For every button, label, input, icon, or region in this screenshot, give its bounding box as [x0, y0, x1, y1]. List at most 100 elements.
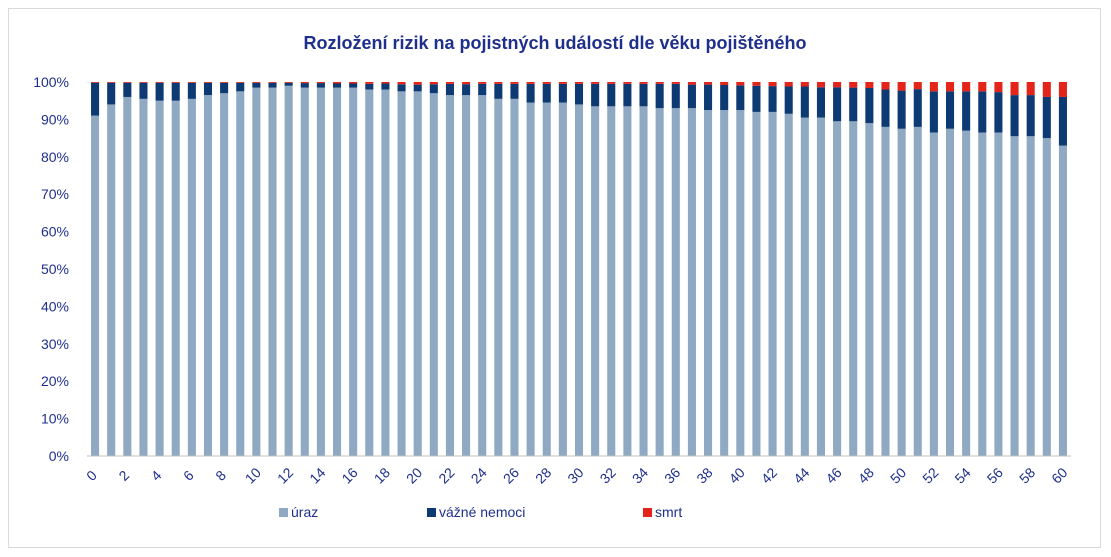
bar-segment-smrt: [510, 82, 519, 84]
legend-swatch: [643, 508, 652, 517]
bar-segment-smrt: [268, 82, 277, 83]
bar-segment-vážné-nemoci: [139, 82, 148, 99]
bar-segment-vážné-nemoci: [478, 83, 487, 96]
bar-segment-smrt: [494, 82, 503, 84]
y-tick-label: 90%: [41, 111, 69, 127]
bar-segment-smrt: [107, 82, 116, 83]
bar-segment-smrt: [187, 82, 196, 83]
bar-segment-úraz: [897, 128, 906, 456]
bar-segment-vážné-nemoci: [849, 87, 858, 122]
bar-segment-vážné-nemoci: [300, 83, 309, 88]
bar-segment-úraz: [736, 110, 745, 457]
bar-segment-úraz: [607, 106, 616, 456]
y-tick-label: 80%: [41, 149, 69, 165]
bar-segment-vážné-nemoci: [397, 84, 406, 92]
bar-segment-vážné-nemoci: [429, 84, 438, 94]
bar-segment-vážné-nemoci: [349, 83, 358, 88]
bar-segment-smrt: [139, 82, 148, 83]
x-tick-label: 24: [468, 464, 490, 486]
bar-segment-úraz: [462, 95, 471, 456]
bar-segment-smrt: [655, 82, 664, 84]
x-tick-label: 20: [403, 464, 425, 486]
bar-segment-vážné-nemoci: [800, 86, 809, 118]
bar-segment-smrt: [1058, 82, 1067, 97]
bar-segment-smrt: [220, 82, 229, 83]
x-tick-label: 6: [180, 467, 197, 484]
bar-segment-smrt: [252, 82, 261, 83]
bar-segment-vážné-nemoci: [704, 84, 713, 111]
bar-segment-úraz: [978, 132, 987, 456]
bar-segment-úraz: [139, 98, 148, 456]
bar-segment-smrt: [397, 82, 406, 85]
bar-segment-vážné-nemoci: [623, 83, 632, 107]
bar-segment-smrt: [833, 82, 842, 88]
bar-segment-úraz: [1026, 136, 1035, 456]
bar-segment-smrt: [881, 82, 890, 90]
bar-segment-vážné-nemoci: [687, 84, 696, 109]
x-tick-label: 4: [148, 467, 165, 484]
bar-segment-úraz: [413, 91, 422, 456]
bar-segment-vážné-nemoci: [494, 83, 503, 99]
bar-segment-smrt: [1042, 82, 1051, 97]
x-tick-label: 34: [629, 464, 651, 486]
bar-segment-vážné-nemoci: [768, 86, 777, 112]
bar-segment-smrt: [574, 82, 584, 84]
y-tick-label: 0%: [49, 448, 69, 464]
bar-segment-úraz: [155, 100, 164, 456]
bar-segment-vážné-nemoci: [720, 84, 729, 111]
bar-segment-vážné-nemoci: [833, 87, 842, 122]
bar-segment-vážné-nemoci: [574, 83, 584, 105]
bar-segment-smrt: [607, 82, 616, 84]
bar-segment-smrt: [236, 82, 245, 83]
bar-segment-smrt: [929, 82, 938, 92]
bar-segment-smrt: [784, 82, 793, 87]
bar-segment-smrt: [962, 82, 971, 92]
bar-segment-úraz: [671, 108, 680, 457]
bar-segment-vážné-nemoci: [752, 85, 761, 112]
x-tick-label: 40: [726, 464, 748, 486]
bar-segment-úraz: [591, 106, 600, 456]
x-tick-label: 28: [532, 464, 554, 486]
bar-segment-vážné-nemoci: [655, 83, 664, 109]
bar-segment-smrt: [478, 82, 487, 84]
bar-segment-vážné-nemoci: [252, 82, 261, 88]
x-tick-label: 2: [115, 467, 132, 484]
y-tick-label: 20%: [41, 373, 69, 389]
x-tick-label: 0: [83, 467, 100, 484]
bar-segment-vážné-nemoci: [91, 82, 100, 116]
bar-segment-úraz: [639, 106, 648, 456]
bar-segment-smrt: [671, 82, 680, 84]
bar-segment-vážné-nemoci: [929, 91, 938, 133]
x-tick-label: 8: [212, 467, 229, 484]
bar-segment-smrt: [203, 82, 213, 83]
bar-segment-úraz: [349, 87, 358, 457]
bar-segment-vážné-nemoci: [187, 82, 196, 99]
bar-segment-úraz: [720, 110, 729, 457]
bar-segment-úraz: [913, 126, 922, 456]
bar-segment-smrt: [349, 82, 358, 84]
bar-segment-úraz: [687, 108, 696, 457]
bar-segment-smrt: [752, 82, 761, 86]
x-tick-label: 42: [758, 464, 780, 486]
bar-segment-úraz: [881, 126, 890, 456]
x-tick-label: 16: [338, 464, 360, 486]
bar-segment-úraz: [929, 132, 938, 456]
bar-segment-úraz: [542, 102, 551, 456]
bar-segment-smrt: [429, 82, 438, 85]
bar-segment-úraz: [91, 115, 100, 456]
bar-segment-smrt: [91, 82, 100, 83]
x-tick-label: 38: [693, 464, 715, 486]
bar-segment-úraz: [236, 91, 245, 456]
bar-segment-smrt: [687, 82, 696, 85]
bar-segment-smrt: [445, 82, 454, 84]
bar-segment-úraz: [203, 95, 213, 456]
bar-segment-vážné-nemoci: [316, 83, 325, 88]
bar-segment-vážné-nemoci: [865, 87, 874, 124]
bar-segment-úraz: [768, 111, 777, 457]
bar-segment-úraz: [478, 95, 487, 456]
bar-segment-úraz: [494, 98, 503, 456]
bar-segment-smrt: [639, 82, 648, 84]
bar-segment-vážné-nemoci: [994, 92, 1003, 133]
bar-segment-smrt: [945, 82, 955, 92]
bar-segment-smrt: [284, 82, 293, 83]
